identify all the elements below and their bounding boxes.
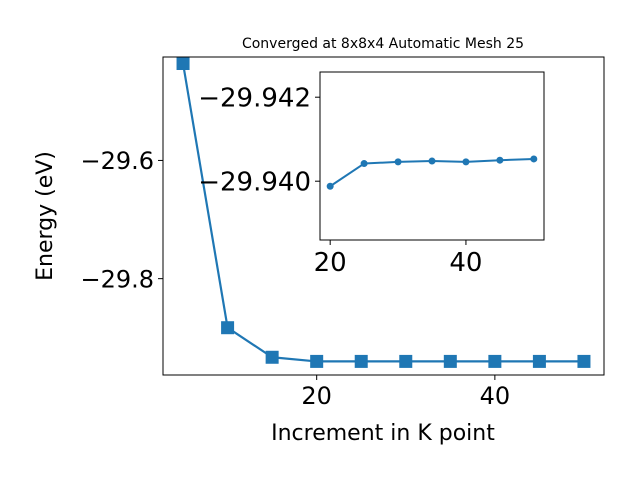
main-series bbox=[176, 57, 591, 368]
main-ytick-label-1: −29.8 bbox=[80, 265, 154, 293]
main-xtick-label-1: 40 bbox=[480, 382, 511, 410]
inset-ytick-label-0: −29.942 bbox=[198, 84, 311, 114]
inset-point-1 bbox=[360, 160, 368, 168]
main-point-3 bbox=[310, 354, 324, 368]
inset-point-6 bbox=[530, 155, 538, 163]
main-ticks: 20 40 −29.6 −29.8 bbox=[80, 147, 510, 410]
main-point-6 bbox=[443, 354, 457, 368]
main-plot: 20 40 −29.6 −29.8 Converged at 8x8x4 Automa… bbox=[33, 36, 605, 446]
inset-xtick-label-1: 40 bbox=[449, 248, 482, 278]
main-point-4 bbox=[354, 354, 368, 368]
inset-ytick-label-1: −29.940 bbox=[198, 168, 311, 198]
main-point-8 bbox=[532, 354, 546, 368]
main-point-5 bbox=[399, 354, 413, 368]
inset-point-3 bbox=[428, 157, 436, 165]
inset-background bbox=[320, 72, 544, 240]
main-series-line bbox=[181, 62, 586, 363]
inset-plot: 20 40 −29.942 −29.940 bbox=[198, 71, 545, 278]
inset-xtick-label-0: 20 bbox=[314, 248, 347, 278]
main-point-0 bbox=[176, 57, 190, 71]
inset-point-5 bbox=[496, 156, 504, 164]
inset-series bbox=[326, 155, 538, 190]
main-xtick-label-0: 20 bbox=[301, 382, 332, 410]
inset-point-0 bbox=[326, 182, 334, 190]
inset-ticks: 20 40 −29.942 −29.940 bbox=[198, 84, 482, 278]
y-axis-label: Energy (eV) bbox=[33, 151, 58, 281]
main-point-7 bbox=[488, 354, 502, 368]
x-axis-label: Increment in K point bbox=[271, 421, 495, 446]
inset-point-4 bbox=[462, 158, 470, 166]
main-point-1 bbox=[221, 321, 235, 335]
main-ytick-label-0: −29.6 bbox=[80, 147, 154, 175]
chart-title: Converged at 8x8x4 Automatic Mesh 25 bbox=[242, 36, 524, 52]
main-point-2 bbox=[265, 350, 279, 364]
main-point-9 bbox=[577, 354, 591, 368]
inset-point-2 bbox=[394, 158, 402, 166]
inset-plot-frame bbox=[319, 71, 545, 241]
main-plot-frame bbox=[162, 56, 605, 376]
